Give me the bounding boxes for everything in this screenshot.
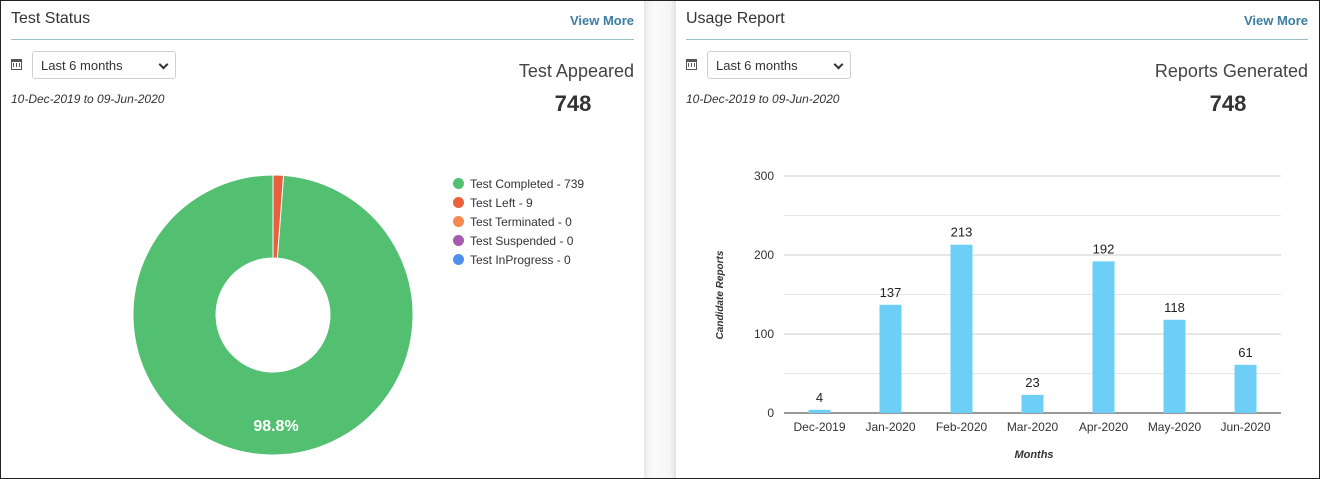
bar[interactable] [950,244,973,413]
metric-value: 748 [1209,91,1247,116]
legend-label: Test Left - 9 [470,195,533,210]
bar-value-label: 118 [1164,300,1185,315]
bar-value-label: 192 [1093,241,1115,256]
legend-item[interactable]: Test Suspended - 0 [453,231,584,250]
legend-dot [453,178,464,189]
bar[interactable] [1234,364,1257,413]
view-more-link[interactable]: View More [569,13,634,28]
test-status-header: Test Status View More [11,1,634,40]
bar-value-label: 4 [816,390,823,405]
date-range: 10-Dec-2019 to 09-Jun-2020 [11,92,165,106]
bar-chart: 0 100 200 300 4 137 213 23 192 118 61 Dec-2019 Jan… [715,169,1281,461]
bar[interactable] [1163,319,1186,413]
bar-value-label: 61 [1238,345,1252,360]
period-select[interactable]: Last 6 months [32,51,176,79]
x-tick-label: Jan-2020 [865,420,915,434]
donut-data-label: 98.8% [253,418,298,435]
bar-value-label: 213 [951,225,973,240]
x-tick-label: Feb-2020 [936,420,988,434]
x-tick-label: Jun-2020 [1220,420,1270,434]
legend-label: Test Terminated - 0 [470,214,572,229]
bar-value-label: 137 [880,285,902,300]
legend-label: Test InProgress - 0 [470,252,571,267]
donut-chart: 98.8% [132,174,414,456]
legend-dot [453,254,464,265]
period-select-value: Last 6 months [716,58,798,73]
donut-legend: Test Completed - 739 Test Left - 9 Test Te… [453,174,584,269]
legend-dot [453,197,464,208]
x-tick-label: Dec-2019 [793,420,845,434]
bar[interactable] [1092,261,1115,413]
y-tick-label: 200 [754,248,774,262]
donut-slice-0[interactable] [132,174,414,456]
calendar-icon [11,59,22,70]
x-tick-label: May-2020 [1148,420,1202,434]
metric-label: Reports Generated [1154,61,1308,81]
view-more-link[interactable]: View More [1243,13,1308,28]
panel-title: Test Status [11,10,91,27]
x-tick-label: Apr-2020 [1079,420,1129,434]
y-tick-label: 300 [754,169,774,183]
period-select-value: Last 6 months [41,58,123,73]
bar[interactable] [1021,394,1044,413]
legend-item[interactable]: Test InProgress - 0 [453,250,584,269]
donut-slice-1[interactable] [272,174,285,259]
y-tick-label: 0 [767,406,774,420]
legend-dot [453,235,464,246]
period-select[interactable]: Last 6 months [707,51,851,79]
panel-gutter [644,1,676,478]
y-axis-title: Candidate Reports [715,250,726,339]
legend-item[interactable]: Test Left - 9 [453,193,584,212]
y-tick-label: 100 [754,327,774,341]
legend-label: Test Completed - 739 [470,176,585,191]
panel-title: Usage Report [686,10,785,27]
calendar-icon [686,59,697,70]
legend-item[interactable]: Test Terminated - 0 [453,212,584,231]
bar[interactable] [808,409,831,413]
date-range: 10-Dec-2019 to 09-Jun-2020 [686,92,840,106]
metric-label: Test Appeared [518,61,634,81]
legend-label: Test Suspended - 0 [470,233,574,248]
usage-report-panel: Usage Report View More Last 6 months 10-… [676,1,1318,478]
legend-item[interactable]: Test Completed - 739 [453,174,584,193]
test-status-panel: Test Status View More Last 6 months 10-D… [1,1,644,478]
metric-value: 748 [554,91,592,116]
x-tick-label: Mar-2020 [1007,420,1059,434]
x-axis-title: Months [1014,449,1053,461]
legend-dot [453,216,464,227]
bar[interactable] [879,304,902,413]
bar-value-label: 23 [1025,375,1039,390]
usage-report-header: Usage Report View More [686,1,1308,40]
